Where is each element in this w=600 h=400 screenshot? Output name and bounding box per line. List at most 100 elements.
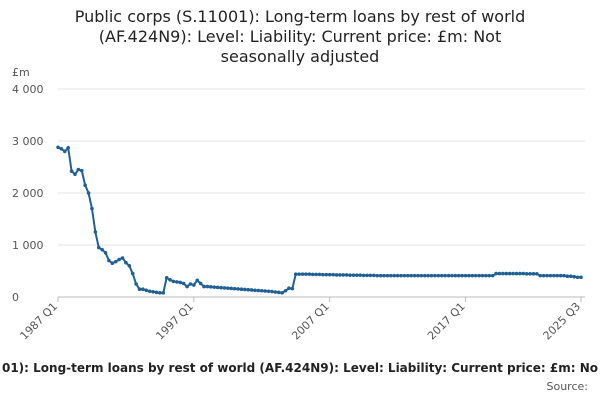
point (378, 273, 383, 278)
point (300, 272, 305, 276)
point (151, 290, 155, 294)
point (161, 291, 166, 295)
point (66, 145, 70, 150)
point (467, 273, 471, 278)
y-unit: £m (12, 66, 30, 79)
point (96, 245, 101, 250)
point (524, 272, 529, 276)
point (514, 271, 519, 276)
point (117, 257, 121, 262)
point (470, 273, 475, 278)
source: Source: (547, 380, 589, 393)
point (545, 273, 549, 278)
point (273, 290, 278, 294)
point (310, 272, 315, 277)
point (134, 282, 138, 286)
point (487, 273, 492, 278)
point (558, 273, 563, 278)
point (439, 273, 444, 278)
point (504, 271, 509, 276)
point (141, 287, 145, 292)
point (446, 273, 451, 278)
footer-caption: 01): Long-term loans by rest of world (A… (2, 361, 598, 375)
point (283, 288, 288, 293)
point (443, 273, 447, 278)
point (185, 284, 189, 289)
point (181, 281, 186, 286)
point (110, 261, 115, 266)
point (528, 272, 532, 276)
point (56, 145, 60, 150)
point (124, 260, 128, 265)
point (375, 273, 380, 278)
point (518, 271, 522, 276)
point (242, 287, 247, 292)
chart-title: Public corps (S.11001): Long-term loans … (75, 7, 526, 66)
point (263, 289, 267, 293)
point (113, 259, 118, 264)
point (555, 273, 560, 278)
point (236, 287, 240, 291)
point (304, 272, 308, 276)
point (480, 273, 485, 278)
point (419, 273, 424, 278)
point (324, 272, 329, 277)
point (154, 290, 159, 295)
point (137, 287, 142, 292)
point (79, 168, 84, 173)
point (290, 286, 295, 291)
point (232, 286, 237, 291)
point (341, 273, 346, 277)
point (426, 273, 430, 278)
point (385, 273, 390, 278)
point (348, 273, 352, 277)
point (344, 273, 349, 277)
point (93, 230, 98, 234)
x-tick-label: 2007 Q1 (289, 300, 332, 343)
point (62, 149, 67, 154)
point (253, 288, 257, 293)
point (90, 206, 94, 211)
point (565, 274, 570, 279)
point (572, 274, 577, 279)
point (535, 272, 539, 276)
point (460, 273, 464, 278)
point (497, 271, 502, 276)
point (249, 288, 254, 292)
point (412, 273, 417, 278)
x-tick-label: 2025 Q3 (541, 300, 584, 343)
point (463, 273, 468, 278)
point (103, 251, 108, 255)
point (422, 273, 427, 278)
point (392, 273, 397, 278)
point (239, 287, 244, 292)
point (147, 289, 152, 294)
point (215, 285, 220, 290)
point (205, 284, 210, 289)
y-tick-label: 1 000 (12, 239, 44, 252)
point (402, 273, 407, 278)
y-tick-label: 4 000 (12, 83, 44, 96)
point (209, 285, 213, 289)
point (293, 272, 298, 276)
point (395, 273, 400, 278)
point (314, 272, 318, 277)
point (297, 272, 301, 276)
point (107, 258, 111, 263)
point (521, 271, 526, 276)
point (130, 271, 135, 276)
point (473, 273, 478, 278)
point (321, 272, 325, 277)
point (270, 289, 274, 294)
point (226, 286, 230, 290)
y-tick-label: 2 000 (12, 187, 44, 200)
point (192, 283, 196, 287)
point (389, 273, 393, 278)
point (69, 169, 74, 173)
point (372, 273, 376, 278)
point (120, 256, 125, 260)
point (368, 273, 373, 278)
x-tick-label: 1987 Q1 (18, 300, 61, 343)
